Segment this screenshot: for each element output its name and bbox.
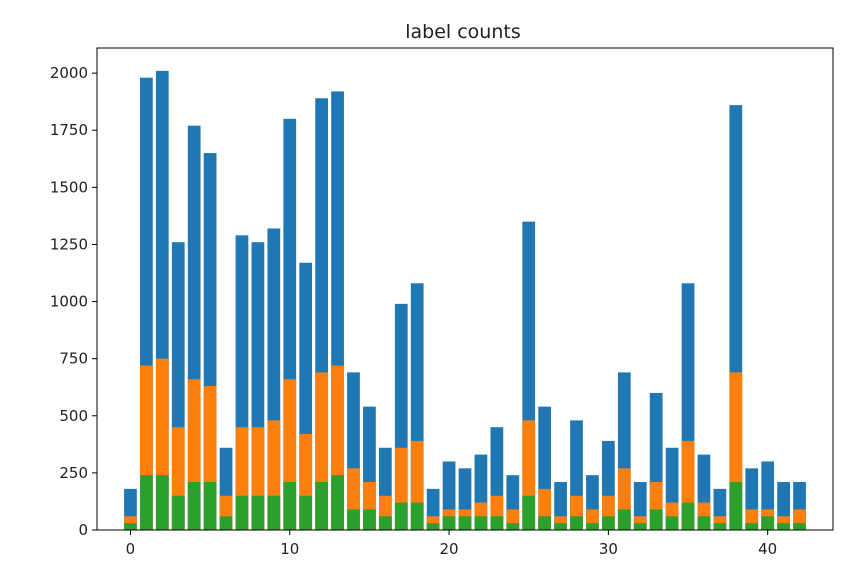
bar-series-2-cat-1 [140,475,153,530]
y-tick-label: 250 [59,464,88,482]
bar-series-2-cat-26 [538,516,552,530]
bar-series-2-cat-25 [522,495,536,530]
y-tick-label: 750 [59,350,88,368]
bar-series-2-cat-30 [602,516,615,530]
bar-series-2-cat-27 [554,523,567,530]
y-tick-label: 0 [78,521,88,539]
bar-series-2-cat-0 [124,523,137,530]
y-tick-label: 500 [59,407,88,425]
bar-series-2-cat-10 [283,482,297,530]
x-tick-label: 20 [440,540,459,558]
bar-series-2-cat-2 [155,475,169,530]
x-tick-label: 0 [126,540,136,558]
bar-series-2-cat-40 [761,516,775,530]
bar-series-2-cat-3 [171,495,185,530]
y-tick-label: 1750 [50,121,88,139]
bar-series-2-cat-13 [331,475,344,530]
y-tick-label: 1250 [50,235,88,253]
y-axis: 0 250 500 750 1000 1250 1500 1750 2000 [50,64,97,539]
y-tick-label: 2000 [50,64,88,82]
bar-series-2-cat-5 [203,482,217,530]
bar-series-2-cat-4 [187,482,201,530]
bar-series-2-cat-28 [570,516,583,530]
x-tick-label: 10 [280,540,299,558]
bar-series-2-cat-32 [633,523,647,530]
plot-frame [96,47,834,531]
bar-series-2-cat-22 [474,516,488,530]
bar-series-2-cat-35 [681,502,695,530]
bar-series-2-cat-42 [793,523,806,530]
bar-series-2-cat-14 [347,509,360,530]
bar-series-2-cat-20 [442,516,456,530]
y-tick-label: 1000 [50,293,88,311]
bar-series-2-cat-11 [299,495,313,530]
bar-series-2-cat-38 [729,482,743,530]
x-tick-label: 30 [599,540,618,558]
bar-series-2-cat-39 [745,523,759,530]
bar-series-2-cat-33 [649,509,663,530]
x-tick-label: 40 [758,540,777,558]
bar-series-2-cat-37 [713,523,727,530]
bar-series-2-cat-19 [426,523,440,530]
bar-series-2-cat-29 [586,523,599,530]
bar-series-2-cat-6 [219,516,233,530]
bar-series-2-cat-41 [777,523,790,530]
bar-series-2-cat-24 [506,523,520,530]
bar-series-2-cat-16 [378,516,392,530]
bar-series-2-cat-9 [267,495,281,530]
chart-title: label counts [405,21,521,43]
bar-series-2-cat-15 [363,509,376,530]
bar-series-2-cat-36 [697,516,711,530]
y-tick-label: 1500 [50,178,88,196]
bar-series-2-cat-8 [251,495,265,530]
bar-series-2-cat-34 [665,516,679,530]
bar-series-2-cat-31 [617,509,631,530]
bars-layer [124,70,806,531]
bar-series-2-cat-12 [315,482,328,530]
bar-series-2-cat-17 [394,502,408,530]
bar-series-2-cat-23 [490,516,504,530]
x-axis: 0 10 20 30 40 [126,530,777,558]
bar-series-2-cat-7 [235,495,249,530]
bar-series-2-cat-21 [458,516,472,530]
bar-series-2-cat-18 [410,502,424,530]
